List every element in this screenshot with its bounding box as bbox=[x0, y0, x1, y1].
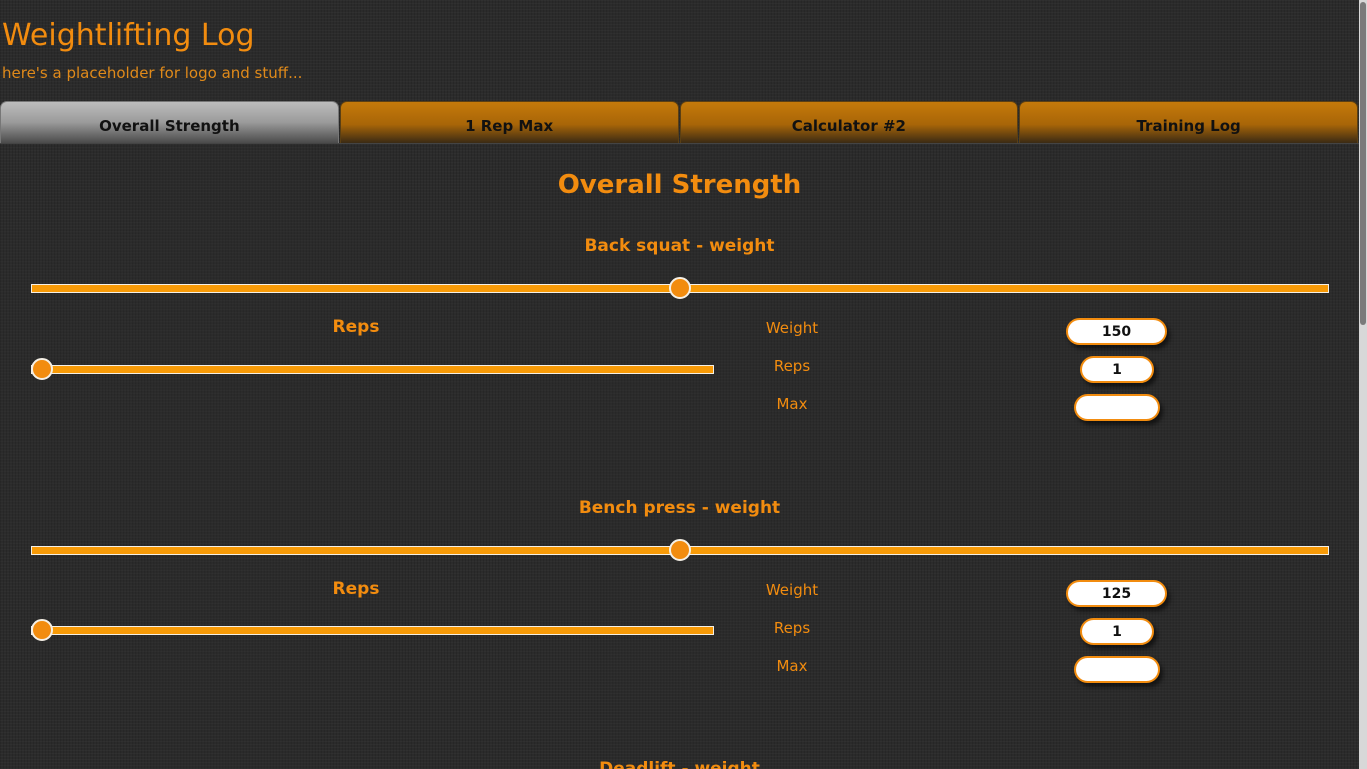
tab-panel-overall-strength: Overall Strength Back squat - weight Rep… bbox=[0, 143, 1359, 769]
back-squat-reps-slider-thumb[interactable] bbox=[31, 358, 53, 380]
deadlift-weight-label: Deadlift - weight bbox=[599, 759, 760, 769]
tab-label: Calculator #2 bbox=[791, 117, 906, 135]
bench-press-reps-slider-thumb[interactable] bbox=[31, 619, 53, 641]
bench-press-weight-field-label: Weight bbox=[765, 581, 819, 599]
bench-press-reps-label: Reps bbox=[332, 579, 380, 599]
back-squat-reps-label: Reps bbox=[332, 317, 380, 337]
tab-overall-strength[interactable]: Overall Strength bbox=[0, 101, 339, 143]
bench-press-max-field-label: Max bbox=[776, 657, 808, 675]
bench-press-reps-field-label: Reps bbox=[773, 619, 811, 637]
back-squat-reps-input[interactable] bbox=[1080, 356, 1154, 383]
page-scrollbar[interactable] bbox=[1359, 0, 1367, 769]
bench-press-weight-label: Bench press - weight bbox=[578, 498, 781, 518]
logo-placeholder-text: here's a placeholder for logo and stuff.… bbox=[2, 64, 303, 82]
tab-label: Overall Strength bbox=[99, 117, 240, 135]
scrollbar-thumb[interactable] bbox=[1360, 2, 1366, 325]
back-squat-reps-field-label: Reps bbox=[773, 357, 811, 375]
tab-training-log[interactable]: Training Log bbox=[1019, 101, 1358, 143]
bench-press-weight-input[interactable] bbox=[1066, 580, 1167, 607]
bench-press-reps-slider-track[interactable] bbox=[31, 626, 714, 635]
tab-1-rep-max[interactable]: 1 Rep Max bbox=[339, 101, 679, 143]
tab-label: Training Log bbox=[1136, 117, 1241, 135]
tab-calculator-2[interactable]: Calculator #2 bbox=[679, 101, 1019, 143]
header: Weightlifting Log here's a placeholder f… bbox=[2, 14, 302, 82]
app-title: Weightlifting Log bbox=[2, 18, 255, 53]
bench-press-weight-slider-thumb[interactable] bbox=[669, 539, 691, 561]
tab-label: 1 Rep Max bbox=[465, 117, 554, 135]
bench-press-reps-input[interactable] bbox=[1080, 618, 1154, 645]
back-squat-max-field-label: Max bbox=[776, 395, 808, 413]
bench-press-max-output bbox=[1074, 656, 1160, 683]
back-squat-weight-input[interactable] bbox=[1066, 318, 1167, 345]
back-squat-weight-field-label: Weight bbox=[765, 319, 819, 337]
back-squat-max-output bbox=[1074, 394, 1160, 421]
back-squat-weight-slider-thumb[interactable] bbox=[669, 277, 691, 299]
tab-bar: Overall Strength 1 Rep Max Calculator #2… bbox=[0, 101, 1359, 143]
back-squat-weight-label: Back squat - weight bbox=[584, 236, 775, 256]
section-title: Overall Strength bbox=[557, 170, 802, 200]
back-squat-reps-slider-track[interactable] bbox=[31, 365, 714, 374]
